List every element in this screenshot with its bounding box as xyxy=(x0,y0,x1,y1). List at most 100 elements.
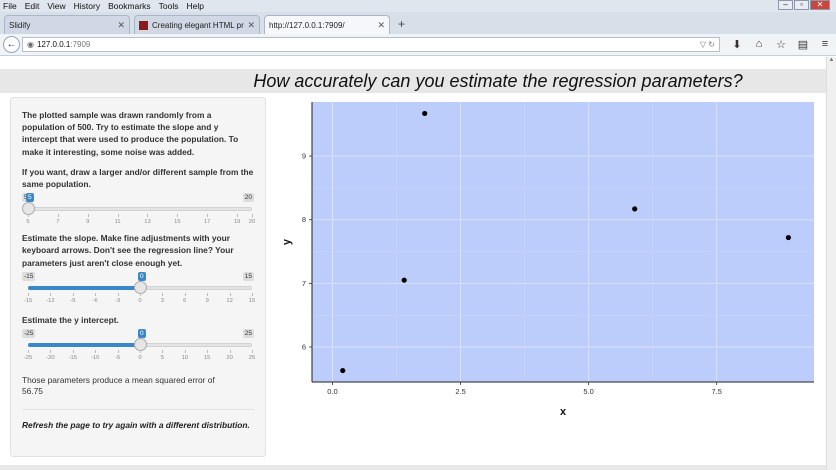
url-host: 127.0.0.1 xyxy=(36,40,71,49)
divider xyxy=(22,409,254,411)
address-bar[interactable]: ◉ 127.0.0.1:7909 ▽ ↻ xyxy=(22,37,720,52)
menu-bar: File Edit View History Bookmarks Tools Help xyxy=(0,0,836,12)
slider-tick-label: 13 xyxy=(144,219,151,226)
plot-panel xyxy=(312,102,814,382)
home-icon[interactable]: ⌂ xyxy=(755,38,763,50)
globe-icon: ◉ xyxy=(27,40,34,49)
slider-tick-label: -15 xyxy=(68,355,77,362)
reload-icon[interactable]: ▽ ↻ xyxy=(699,40,715,49)
slope-slider[interactable]: -15 15 0 -15 -12 -9 -6 -3 0 3 6 9 12 15 xyxy=(22,271,256,307)
slider-value-label: 0 xyxy=(138,329,146,339)
menu-item-history[interactable]: History xyxy=(73,1,101,11)
data-point xyxy=(422,110,428,117)
slider-tick-label: -25 xyxy=(23,355,33,362)
slider-tick-label: 17 xyxy=(203,219,211,226)
back-arrow-icon[interactable]: ← xyxy=(3,36,20,53)
slider-tick-label: -6 xyxy=(92,297,98,304)
slider-track[interactable] xyxy=(28,207,252,212)
slider-tick-label: 3 xyxy=(160,297,165,304)
menu-item-file[interactable]: File xyxy=(3,1,17,11)
close-window-button[interactable]: ✕ xyxy=(810,0,830,10)
tab-localhost[interactable]: http://127.0.0.1:7909/ ✕ xyxy=(264,15,390,34)
minimize-button[interactable]: – xyxy=(778,0,793,10)
intercept-slider[interactable]: -25 25 0 -25 -20 -15 -10 -5 0 5 10 15 20 25 xyxy=(22,329,256,364)
tab-creating-elegant-html[interactable]: Creating elegant HTML pre... ✕ xyxy=(134,15,260,34)
scatter-plot: 0.0 2.5 5.0 7.5 6 7 8 9 x y xyxy=(276,97,826,427)
slider-tick-label: 15 xyxy=(174,219,181,226)
slider-fill xyxy=(28,343,140,348)
slider-ticks: -25 -20 -15 -10 -5 0 5 10 15 20 25 xyxy=(24,350,256,364)
slider-tick-label: 12 xyxy=(226,297,233,304)
download-icon[interactable]: ⬇ xyxy=(732,39,742,51)
slider-tick-label: 0 xyxy=(138,355,142,362)
vertical-scrollbar[interactable]: ▲ xyxy=(826,57,836,470)
status-bar xyxy=(0,465,826,470)
slider-tick-label: -12 xyxy=(46,297,55,304)
slider-min-label: -25 xyxy=(22,329,36,339)
slider-max-label: 20 xyxy=(242,193,254,203)
scroll-up-icon[interactable]: ▲ xyxy=(828,57,835,63)
slider-tick-label: 5 xyxy=(160,355,165,362)
close-tab-icon[interactable]: ✕ xyxy=(377,19,385,30)
x-tick-label: 0.0 xyxy=(327,387,337,396)
slider-max-label: 15 xyxy=(242,271,254,281)
slider-tick-label: -10 xyxy=(90,355,100,362)
tab-strip: Slidify ✕ Creating elegant HTML pre... ✕… xyxy=(0,12,836,34)
slider-tick-label: 20 xyxy=(226,355,233,362)
slider-max-label: 25 xyxy=(242,329,254,339)
restore-button[interactable]: ▫ xyxy=(794,0,809,10)
menu-item-bookmarks[interactable]: Bookmarks xyxy=(108,1,151,11)
slider-tick-label: -15 xyxy=(23,297,33,304)
slider-ticks: 5 7 9 11 13 15 17 19 20 xyxy=(26,214,256,228)
sidebar-panel: The plotted sample was drawn randomly fr… xyxy=(10,97,266,457)
slider-tick-label: 20 xyxy=(248,219,256,226)
slider-tick-label: -3 xyxy=(115,297,121,304)
sample-size-label: If you want, draw a larger and/or differ… xyxy=(22,166,254,190)
tab-label: http://127.0.0.1:7909/ xyxy=(269,20,345,30)
data-point xyxy=(401,277,407,283)
y-tick-label: 9 xyxy=(302,152,306,161)
menu-icon[interactable]: ≡ xyxy=(821,38,829,50)
intro-text: The plotted sample was drawn randomly fr… xyxy=(22,110,239,157)
data-point xyxy=(632,206,638,212)
slider-tick-label: -5 xyxy=(115,355,121,362)
x-tick-label: 2.5 xyxy=(455,387,465,396)
slider-tick-label: 9 xyxy=(86,219,90,226)
intercept-label: Estimate the y intercept. xyxy=(22,314,119,325)
reading-list-icon[interactable]: ▤ xyxy=(797,39,809,51)
tab-slidify[interactable]: Slidify ✕ xyxy=(4,15,130,34)
slider-tick-label: -20 xyxy=(46,355,55,362)
url-port: :7909 xyxy=(70,40,91,49)
title-panel: How accurately can you estimate the regr… xyxy=(0,69,826,93)
data-point xyxy=(785,234,791,241)
x-axis-label: x xyxy=(560,406,567,418)
slider-tick-label: 15 xyxy=(203,355,211,362)
menu-item-tools[interactable]: Tools xyxy=(158,1,179,11)
nav-bar: ← ◉ 127.0.0.1:7909 ▽ ↻ ⬇ ⌂ ☆ ▤ ≡ xyxy=(0,34,836,56)
close-tab-icon[interactable]: ✕ xyxy=(247,19,255,30)
y-axis-label: y xyxy=(281,238,293,245)
slider-tick-label: 10 xyxy=(181,355,189,362)
mse-value: 56.75 xyxy=(22,386,43,397)
sample-size-slider[interactable]: 5205579111315171920 xyxy=(22,193,256,228)
new-tab-icon[interactable]: + xyxy=(398,17,406,31)
slider-tick-label: 15 xyxy=(248,297,256,304)
slider-tick-label: 5 xyxy=(26,219,30,226)
slider-tick-label: 0 xyxy=(138,297,142,304)
slider-value-label: 0 xyxy=(138,271,146,281)
bookmark-star-icon[interactable]: ☆ xyxy=(776,39,786,51)
menu-item-help[interactable]: Help xyxy=(186,1,204,11)
favicon-icon xyxy=(139,20,148,30)
menu-item-edit[interactable]: Edit xyxy=(24,1,40,11)
menu-item-view[interactable]: View xyxy=(47,1,66,11)
slider-tick-label: 19 xyxy=(233,219,241,226)
slider-ticks: -15 -12 -9 -6 -3 0 3 6 9 12 15 xyxy=(24,292,256,307)
x-tick-label: 5.0 xyxy=(583,387,593,396)
x-tick-label: 7.5 xyxy=(711,387,721,396)
slider-tick-label: -9 xyxy=(70,297,76,304)
slider-min-label: -15 xyxy=(22,271,36,281)
y-tick-label: 7 xyxy=(302,279,306,288)
refresh-note: Refresh the page to try again with a dif… xyxy=(22,420,250,431)
close-tab-icon[interactable]: ✕ xyxy=(117,19,125,30)
slider-tick-label: 25 xyxy=(248,355,256,362)
